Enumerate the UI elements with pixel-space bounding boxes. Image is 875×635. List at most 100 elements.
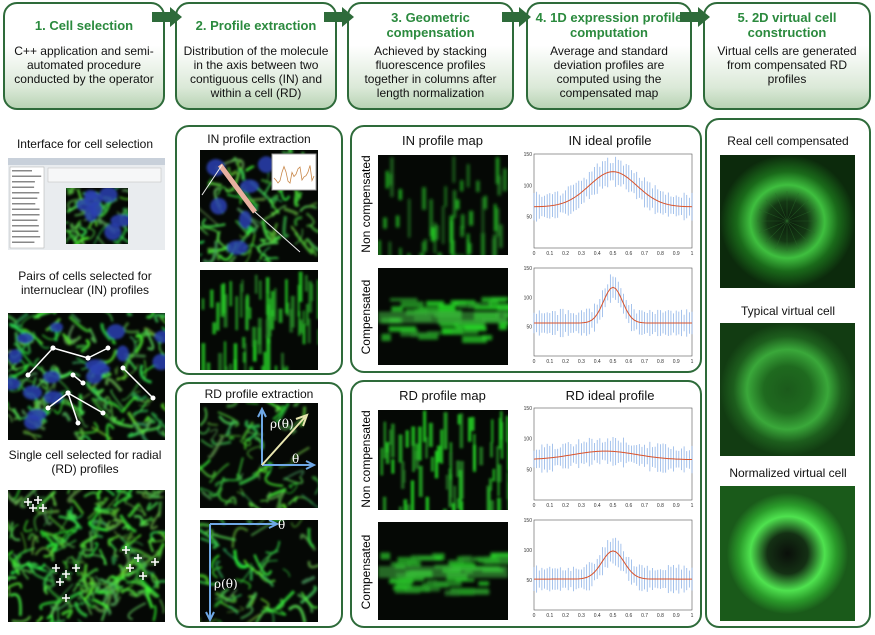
fiber — [307, 560, 318, 569]
fiber — [248, 502, 260, 508]
fiber — [64, 575, 72, 582]
fiber — [110, 389, 126, 411]
marker — [29, 504, 37, 512]
streak — [430, 456, 434, 472]
fiber — [269, 222, 279, 238]
fiber — [160, 402, 165, 411]
fiber — [203, 529, 214, 540]
fiber — [11, 615, 32, 622]
y-tick-label: 50 — [526, 325, 532, 331]
text-line — [12, 203, 36, 205]
fiber — [86, 227, 95, 240]
fiber — [35, 615, 44, 622]
streak — [490, 500, 494, 510]
fiber — [226, 593, 242, 602]
y-tick-label: 150 — [524, 406, 533, 412]
fiber — [200, 580, 218, 586]
streak — [278, 308, 283, 323]
streak — [496, 446, 499, 482]
streak — [258, 317, 262, 355]
fiber — [96, 490, 103, 501]
fiber — [51, 366, 59, 373]
fiber — [216, 620, 222, 622]
label: Interface for cell selection — [16, 137, 154, 151]
streak — [496, 555, 508, 561]
fiber — [46, 542, 59, 552]
streak — [434, 450, 439, 479]
y-tick-label: 150 — [524, 518, 533, 524]
panel — [350, 125, 702, 373]
streak — [422, 187, 426, 210]
label: Pairs of cells selected for internuclear… — [18, 269, 152, 297]
fiber — [44, 564, 58, 574]
text-line — [12, 214, 40, 216]
nucleus — [206, 159, 226, 177]
marker — [62, 594, 70, 602]
fiber — [114, 366, 119, 376]
fiber — [19, 490, 37, 509]
fiber — [44, 409, 51, 416]
fiber — [265, 540, 281, 554]
inset — [271, 153, 317, 191]
streak — [505, 415, 508, 442]
streak — [403, 585, 429, 590]
pair-end — [50, 345, 56, 351]
streak — [302, 323, 306, 345]
profile-plot: 0 0.1 0.2 0.3 0.4 0.5 0.6 0.7 0.8 0.9 1 150 100 50 — [520, 150, 696, 260]
plot-frame — [533, 519, 693, 611]
streak — [415, 443, 419, 460]
fiber — [231, 156, 238, 165]
step-title: 2. Profile extraction — [195, 17, 317, 33]
fiber — [116, 241, 121, 244]
streak — [494, 204, 497, 232]
fiber — [210, 554, 220, 569]
band — [378, 311, 508, 324]
fiber — [200, 240, 205, 244]
fiber — [127, 602, 147, 621]
text-line — [12, 181, 35, 183]
fiber — [218, 434, 242, 437]
streak — [406, 504, 411, 510]
text-line — [12, 225, 39, 227]
fiber — [39, 600, 62, 611]
x-tick-label: 0.4 — [594, 503, 601, 509]
fiber — [200, 253, 203, 256]
fiber — [109, 585, 118, 607]
panel-title: RD ideal profile — [565, 388, 655, 403]
fiber — [71, 498, 85, 515]
fiber — [23, 432, 42, 438]
fiber — [77, 584, 99, 601]
x-tick-label: 0.4 — [594, 359, 601, 365]
streak — [403, 499, 408, 510]
pair-line — [122, 367, 154, 399]
panel-title: IN profile map — [402, 133, 483, 148]
x-tick-label: 0.3 — [578, 359, 585, 365]
fiber — [18, 378, 36, 388]
fiber — [283, 485, 298, 494]
streak — [425, 437, 428, 459]
fiber — [294, 231, 314, 255]
pair-line — [27, 347, 54, 376]
streak — [210, 289, 214, 308]
streak — [468, 417, 472, 442]
fiber — [261, 219, 282, 242]
x-tick-label: 0.7 — [641, 613, 648, 619]
fiber — [77, 568, 99, 584]
streak — [393, 585, 407, 591]
x-tick-label: 0.2 — [562, 613, 569, 619]
fiber — [8, 587, 11, 597]
fiber — [74, 601, 88, 618]
streak — [451, 240, 455, 255]
view — [66, 188, 128, 244]
streak — [451, 328, 479, 335]
streak — [290, 295, 295, 328]
fiber — [37, 509, 60, 515]
fiber — [201, 217, 226, 228]
fiber — [278, 421, 289, 431]
streak — [223, 341, 227, 370]
streak — [470, 416, 475, 431]
fiber — [8, 349, 13, 354]
streak — [381, 333, 391, 342]
fiber — [301, 494, 318, 508]
fiber — [9, 593, 22, 616]
